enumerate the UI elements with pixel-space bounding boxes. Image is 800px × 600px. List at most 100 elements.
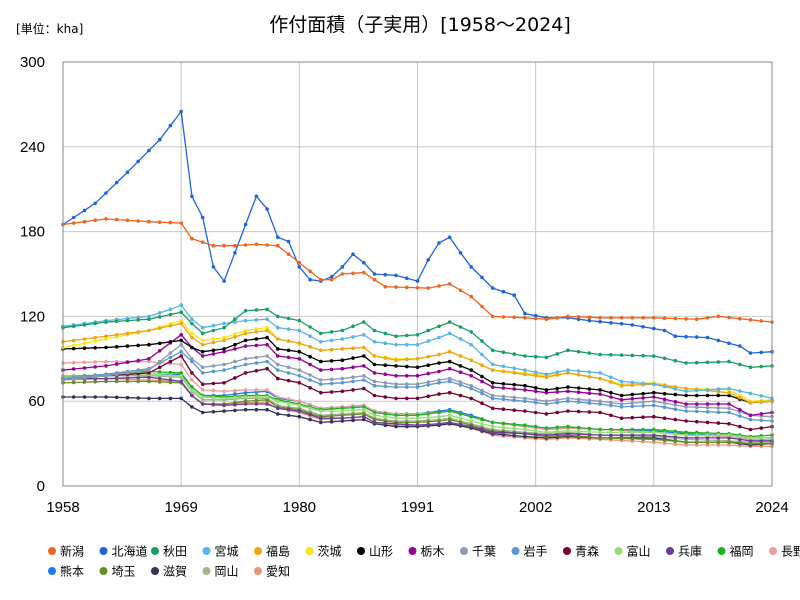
data-point bbox=[243, 344, 248, 348]
data-point bbox=[383, 331, 388, 336]
data-point bbox=[641, 404, 645, 408]
data-point bbox=[265, 366, 269, 371]
data-point bbox=[297, 265, 302, 269]
data-point bbox=[501, 394, 506, 399]
data-point bbox=[662, 356, 667, 361]
legend-marker bbox=[202, 547, 211, 555]
data-point bbox=[716, 393, 721, 398]
data-point bbox=[276, 243, 280, 248]
data-point bbox=[179, 371, 183, 375]
data-point bbox=[544, 372, 549, 377]
data-point bbox=[458, 325, 463, 329]
data-point bbox=[136, 369, 140, 374]
data-point bbox=[437, 241, 441, 245]
data-point bbox=[340, 409, 345, 413]
data-point bbox=[243, 308, 248, 313]
legend-marker bbox=[460, 547, 468, 555]
data-point bbox=[125, 218, 130, 223]
data-point bbox=[705, 433, 710, 437]
data-point bbox=[372, 420, 377, 425]
data-point bbox=[695, 388, 699, 393]
data-point bbox=[200, 331, 205, 336]
data-point bbox=[383, 381, 388, 385]
data-point bbox=[319, 277, 323, 282]
data-point bbox=[71, 360, 76, 365]
data-point bbox=[340, 265, 345, 269]
data-point bbox=[523, 431, 527, 436]
data-point bbox=[748, 318, 753, 322]
data-point bbox=[243, 407, 248, 412]
data-point bbox=[426, 258, 431, 262]
data-point bbox=[93, 201, 97, 206]
data-point bbox=[415, 357, 420, 361]
data-point bbox=[447, 379, 452, 384]
data-point bbox=[372, 393, 377, 398]
data-point bbox=[555, 425, 559, 430]
data-point bbox=[383, 372, 388, 377]
data-point bbox=[437, 381, 441, 385]
data-point bbox=[319, 390, 323, 395]
legend-label: 兵庫 bbox=[678, 545, 702, 559]
data-point bbox=[641, 381, 645, 386]
data-point bbox=[533, 313, 538, 318]
series-lines bbox=[61, 109, 774, 449]
data-point bbox=[372, 340, 377, 344]
data-point bbox=[652, 437, 656, 442]
data-point bbox=[705, 405, 710, 410]
data-point bbox=[254, 194, 259, 199]
data-point bbox=[598, 388, 602, 392]
data-point bbox=[684, 389, 688, 394]
data-point bbox=[458, 251, 463, 255]
data-point bbox=[383, 341, 388, 346]
data-point bbox=[544, 433, 549, 437]
data-point bbox=[190, 359, 194, 364]
data-point bbox=[265, 335, 269, 340]
data-point bbox=[576, 373, 581, 377]
data-point bbox=[587, 432, 592, 437]
data-point bbox=[308, 378, 312, 382]
data-point bbox=[609, 413, 613, 418]
data-point bbox=[157, 365, 162, 370]
data-point bbox=[211, 328, 216, 333]
data-point bbox=[340, 347, 345, 351]
x-tick-label: 1969 bbox=[164, 499, 197, 516]
data-point bbox=[308, 277, 312, 282]
data-point bbox=[415, 382, 420, 387]
data-point bbox=[619, 405, 624, 409]
data-point bbox=[265, 243, 269, 247]
data-point bbox=[533, 432, 538, 437]
data-point bbox=[297, 414, 302, 419]
data-point bbox=[179, 396, 183, 401]
data-point bbox=[759, 319, 764, 323]
data-point bbox=[437, 324, 441, 329]
data-point bbox=[480, 363, 484, 368]
data-point bbox=[587, 410, 592, 414]
data-point bbox=[630, 433, 635, 437]
data-point bbox=[619, 398, 624, 402]
data-point bbox=[297, 318, 302, 323]
legend-marker bbox=[357, 547, 365, 555]
data-point bbox=[362, 354, 366, 358]
data-point bbox=[684, 405, 688, 409]
data-point bbox=[555, 410, 559, 415]
data-point bbox=[748, 436, 753, 440]
data-point bbox=[512, 352, 516, 356]
legend-label: 埼玉 bbox=[112, 565, 136, 579]
data-point bbox=[523, 427, 527, 432]
data-point bbox=[673, 432, 678, 437]
data-point bbox=[415, 420, 420, 425]
data-point bbox=[211, 395, 216, 400]
data-point bbox=[641, 430, 645, 435]
data-point bbox=[319, 416, 323, 421]
data-point bbox=[104, 374, 108, 378]
data-point bbox=[125, 170, 130, 174]
data-point bbox=[136, 358, 140, 363]
data-point bbox=[200, 354, 205, 358]
data-point bbox=[748, 391, 753, 396]
data-point bbox=[233, 317, 237, 322]
data-point bbox=[319, 368, 323, 372]
data-point bbox=[598, 352, 602, 357]
data-point bbox=[157, 380, 162, 384]
data-point bbox=[684, 386, 688, 391]
data-point bbox=[705, 335, 710, 340]
